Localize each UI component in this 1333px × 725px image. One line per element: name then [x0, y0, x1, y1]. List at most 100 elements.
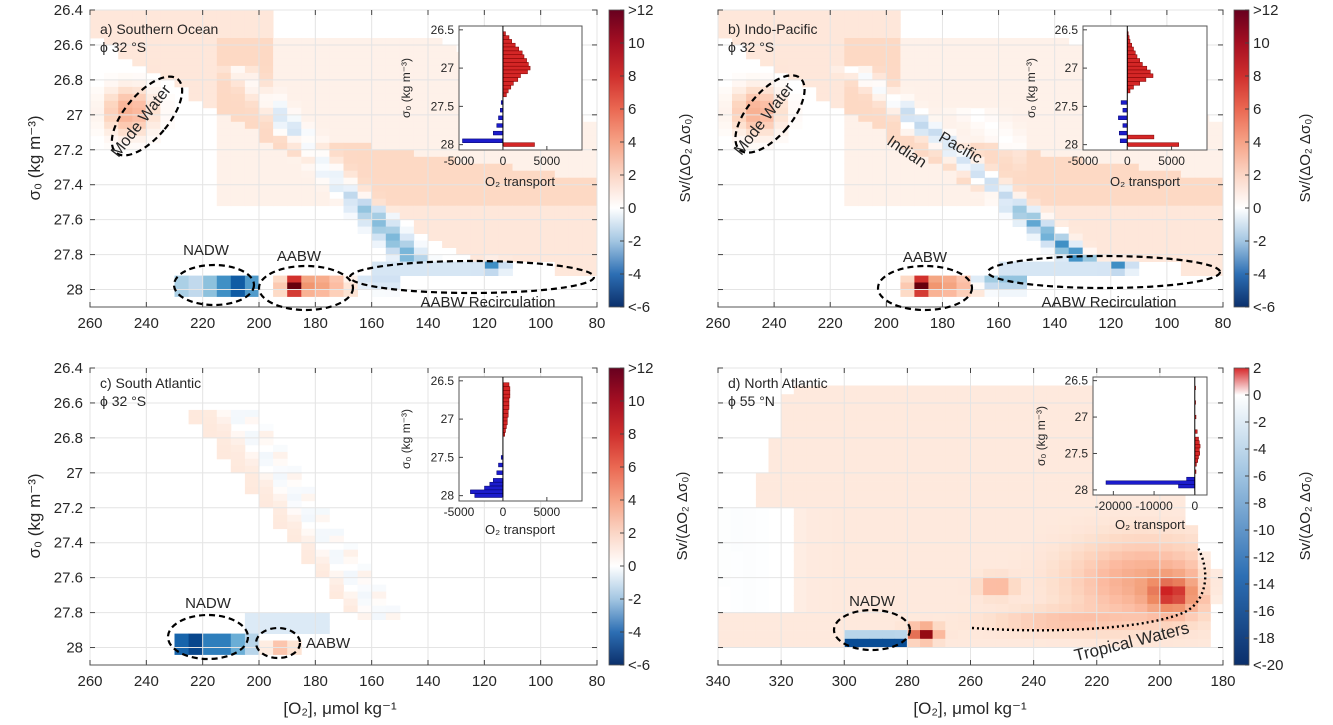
heat-cell	[1012, 219, 1027, 227]
heat-cell	[456, 205, 471, 214]
heat-cell	[287, 612, 302, 620]
heat-cell	[956, 149, 971, 158]
heat-cell	[856, 551, 870, 561]
heat-cell	[1109, 560, 1123, 570]
heat-cell	[1172, 560, 1186, 570]
heat-cell	[730, 603, 744, 613]
heat-cell	[1026, 261, 1041, 269]
heat-cell	[983, 464, 997, 474]
heat-cell	[970, 437, 984, 447]
heat-cell	[900, 86, 915, 95]
heat-cell	[831, 568, 845, 578]
x-tick-label: 100	[1154, 315, 1179, 332]
heat-cell	[1008, 429, 1022, 439]
heat-cell	[945, 455, 959, 465]
heat-cell	[287, 51, 302, 60]
heat-cell	[886, 177, 901, 186]
heat-cell	[385, 219, 401, 227]
heat-cell	[1068, 219, 1084, 227]
heat-cell	[357, 58, 373, 67]
inset-bar	[1127, 142, 1179, 147]
heat-cell	[315, 507, 330, 516]
heat-cell	[357, 100, 373, 109]
heat-cell	[1021, 560, 1034, 570]
heat-cell	[746, 51, 761, 60]
heat-cell	[1012, 275, 1027, 283]
heat-cell	[512, 205, 527, 214]
ellipse-aabw-recirculation-a	[348, 259, 596, 295]
heat-cell	[983, 638, 997, 648]
inset-y-tick-label: 26.5	[431, 374, 455, 388]
heat-cell	[1071, 612, 1085, 622]
heat-cell	[371, 240, 387, 248]
heat-cell	[1110, 212, 1126, 221]
heat-cell	[928, 135, 943, 144]
heat-cell	[900, 289, 915, 297]
heat-cell	[118, 44, 133, 53]
heat-cell	[793, 507, 807, 517]
heat-cell	[357, 163, 373, 172]
heat-cell	[831, 577, 845, 587]
heat-cell	[456, 240, 471, 248]
heat-cell	[1134, 621, 1148, 631]
heat-cell	[957, 603, 971, 613]
heat-cell	[1124, 254, 1140, 262]
heat-cell	[329, 163, 344, 172]
inset-bar	[493, 478, 504, 483]
heat-cell	[1209, 191, 1224, 200]
heat-cell	[869, 481, 883, 491]
heat-cell	[1124, 170, 1140, 179]
heat-cell	[806, 534, 820, 544]
heat-cell	[413, 65, 429, 74]
heat-cell	[995, 507, 1009, 517]
heat-cell	[819, 568, 832, 578]
heat-cell	[816, 10, 831, 18]
heat-cell	[301, 38, 316, 46]
heat-cell	[844, 156, 859, 165]
annotation-nadw-d: NADW	[849, 593, 896, 610]
inset-bar	[1127, 62, 1143, 67]
heat-cell	[995, 630, 1009, 640]
heat-cell	[385, 226, 401, 234]
heat-cell	[1071, 525, 1085, 535]
heat-cell	[1138, 177, 1154, 186]
heat-cell	[1033, 586, 1047, 596]
heat-cell	[1134, 534, 1148, 544]
heat-cell	[357, 170, 373, 179]
heat-cell	[1058, 481, 1072, 491]
heat-cell	[957, 472, 971, 482]
heat-cell	[315, 191, 330, 200]
heat-cell	[957, 455, 971, 465]
heat-cell	[970, 568, 984, 578]
heat-cell	[781, 402, 795, 412]
heat-cell	[920, 481, 933, 491]
heat-cell	[244, 149, 260, 158]
heat-cell	[983, 603, 997, 613]
heat-cell	[357, 184, 373, 193]
inset-x-tick-label: 5000	[534, 154, 561, 168]
heat-cell	[760, 31, 775, 39]
heat-cell	[216, 430, 232, 439]
heat-cell	[983, 490, 997, 500]
heat-cell	[928, 38, 943, 46]
heat-cell	[146, 86, 161, 95]
heat-cell	[1180, 233, 1196, 241]
heat-cell	[273, 289, 288, 297]
heat-cell	[844, 107, 859, 116]
heat-cell	[830, 100, 845, 109]
inset-ylabel-a: σ₀ (kg m⁻³)	[399, 58, 413, 118]
heat-cell	[907, 420, 921, 430]
heat-cell	[244, 437, 260, 446]
inset-x-tick-label: -5000	[444, 154, 475, 168]
heat-cell	[413, 149, 429, 158]
heat-cell	[540, 149, 556, 158]
heat-cell	[1054, 86, 1070, 95]
y-tick-label: 26.8	[54, 72, 83, 89]
heat-cell	[1096, 612, 1110, 622]
heat-cell	[886, 100, 901, 109]
heat-cell	[793, 603, 807, 613]
heat-cell	[385, 212, 401, 221]
heat-cell	[244, 44, 260, 53]
heat-cell	[174, 58, 189, 67]
heat-cell	[858, 17, 873, 25]
